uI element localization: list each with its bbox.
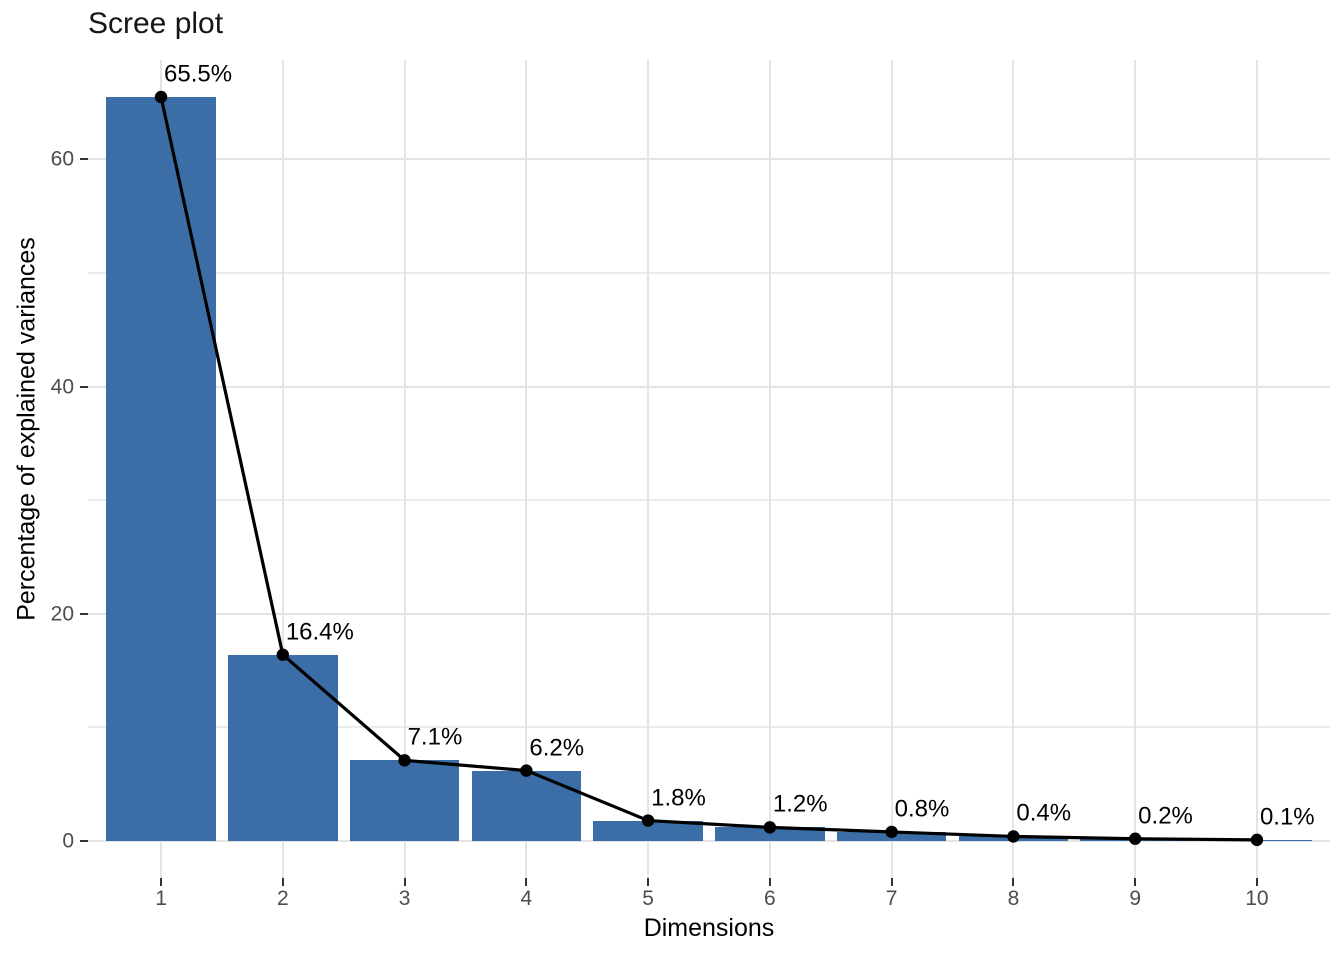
bar [106, 97, 216, 841]
gridline-horizontal-major [88, 840, 1330, 842]
gridline-horizontal-minor [88, 726, 1330, 729]
x-axis-tick-label: 9 [1129, 887, 1142, 910]
x-axis-tick-mark [890, 878, 893, 886]
x-axis-tick-mark [403, 878, 406, 886]
y-axis-tick-label: 60 [50, 147, 74, 171]
point-value-label: 16.4% [285, 618, 354, 646]
x-axis-tick-label: 2 [276, 887, 289, 910]
gridline-vertical-major [1012, 60, 1015, 878]
x-axis-tick-mark [647, 878, 650, 886]
y-axis-tick-label: 0 [62, 829, 74, 853]
y-axis-tick-label: 20 [50, 602, 74, 626]
data-point [1250, 833, 1264, 847]
x-axis-tick-mark [1012, 878, 1015, 886]
gridline-vertical-major [1134, 60, 1137, 878]
data-point [398, 754, 411, 767]
y-axis-title: Percentage of explained variances [12, 237, 41, 621]
x-axis-tick-label: 7 [885, 887, 898, 910]
y-axis-tick-mark [80, 385, 88, 388]
y-axis-tick-label: 40 [50, 375, 74, 399]
gridline-horizontal-minor [88, 272, 1330, 275]
point-value-label: 0.4% [1016, 800, 1072, 828]
point-value-label: 7.1% [407, 723, 463, 751]
x-axis-tick-label: 5 [642, 887, 654, 910]
y-axis-tick-mark [80, 612, 88, 615]
data-point [276, 648, 290, 661]
point-value-label: 0.8% [894, 795, 950, 823]
gridline-horizontal-major [88, 385, 1330, 388]
x-axis-tick-label: 4 [520, 887, 533, 910]
point-value-label: 1.8% [651, 784, 706, 812]
x-axis-tick-mark [281, 878, 284, 886]
gridline-vertical-major [525, 60, 528, 878]
gridline-horizontal-minor [88, 499, 1330, 502]
gridline-horizontal-major [88, 158, 1330, 161]
data-point [520, 764, 533, 777]
data-point [1007, 830, 1020, 843]
x-axis-tick-label: 1 [155, 887, 167, 910]
bar [593, 820, 703, 841]
chart-title: Scree plot [88, 7, 224, 40]
x-axis-tick-label: 8 [1007, 887, 1020, 910]
gridline-vertical-major [890, 60, 893, 878]
x-axis-tick-label: 3 [398, 887, 411, 910]
gridline-vertical-major [647, 60, 650, 878]
x-axis-tick-label: 6 [764, 887, 776, 910]
data-point [641, 814, 655, 827]
point-value-label: 6.2% [529, 734, 585, 762]
x-axis-tick-label: 10 [1245, 887, 1269, 910]
gridline-vertical-major [281, 60, 284, 878]
x-axis-tick-mark [768, 878, 771, 886]
data-point [885, 825, 898, 839]
y-axis-tick-mark [80, 840, 88, 842]
point-value-label: 65.5% [164, 60, 233, 88]
data-point [154, 90, 168, 104]
bar [715, 827, 825, 841]
point-value-label: 0.1% [1259, 803, 1315, 831]
point-value-label: 0.2% [1138, 802, 1193, 830]
gridline-vertical-major [1255, 60, 1258, 878]
plot-panel: 65.5% 16.4% 7.1% 6.2% 1.8% 1.2% 0.8% 0.4% 0.2% 0.… [88, 60, 1330, 878]
x-axis-tick-mark [525, 878, 528, 886]
scree-line [159, 96, 1257, 842]
x-axis-tick-mark [160, 878, 163, 886]
bar [349, 760, 460, 841]
gridline-horizontal-major [88, 612, 1330, 615]
bar [471, 770, 582, 841]
gridline-vertical-major [403, 60, 406, 878]
point-value-label: 1.2% [772, 790, 828, 818]
x-axis-title: Dimensions [643, 914, 775, 942]
data-point [763, 821, 777, 834]
x-axis-tick-mark [1134, 878, 1137, 886]
x-axis-tick-mark [1255, 878, 1258, 886]
y-axis-tick-mark [80, 158, 88, 161]
data-point [1128, 832, 1142, 845]
scree-line-layer [154, 90, 1264, 847]
gridline-vertical-major [768, 60, 771, 878]
